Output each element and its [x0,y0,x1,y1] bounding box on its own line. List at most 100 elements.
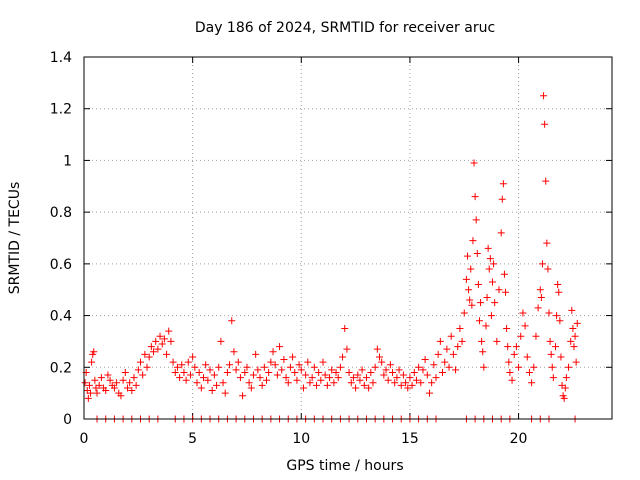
data-point [508,376,516,384]
data-point [195,368,203,376]
data-point [471,193,479,201]
data-point [145,353,153,361]
data-point [540,92,548,100]
data-point [339,353,347,361]
data-point [304,358,312,366]
data-point [395,366,403,374]
data-point [152,337,160,345]
data-point [472,216,480,224]
data-point [386,361,394,369]
data-point [319,358,327,366]
data-point [106,376,114,384]
data-point [362,374,370,382]
data-point [291,368,299,376]
data-point [462,275,470,283]
data-point [249,371,257,379]
y-tick-label: 0.6 [50,257,72,273]
data-point [523,353,531,361]
data-point [369,379,377,387]
data-point [334,374,342,382]
data-point [371,363,379,371]
x-axis-label: GPS time / hours [286,458,403,474]
data-point [332,368,340,376]
data-point [504,343,512,351]
data-point [557,353,565,361]
data-point [486,255,494,263]
data-point [232,366,240,374]
y-tick-label: 0.4 [50,309,72,325]
data-point [549,374,557,382]
data-point [239,392,247,400]
data-point [469,237,477,245]
data-point [293,376,301,384]
data-point [128,387,136,395]
data-point [343,345,351,353]
data-point [328,366,336,374]
data-point [439,368,447,376]
y-tick-label: 1.4 [50,50,72,66]
data-point [110,384,118,392]
data-point [543,239,551,247]
data-point [219,379,227,387]
data-point [419,366,427,374]
data-point [206,366,214,374]
data-point [479,348,487,356]
data-point [530,363,538,371]
data-point [491,299,499,307]
data-point [360,381,368,389]
data-point [554,281,562,289]
data-point [468,301,476,309]
data-point [466,296,474,304]
data-point [573,319,581,327]
data-point [553,312,561,320]
data-point [404,384,412,392]
data-point [421,356,429,364]
data-point [88,358,96,366]
data-point [121,368,129,376]
data-point [449,350,457,358]
data-point [562,374,570,382]
data-point [90,348,98,356]
data-point [134,366,142,374]
data-point [569,325,577,332]
data-point [447,332,455,340]
data-point [571,332,579,340]
data-point [356,376,364,384]
data-point [104,371,112,379]
data-point [184,358,192,366]
data-point [410,368,418,376]
data-point [154,345,162,353]
data-point [482,322,490,330]
data-point [568,306,576,314]
data-point [297,366,305,374]
data-point [430,361,438,369]
data-point [200,374,208,382]
data-point [537,293,545,301]
data-point [258,381,266,389]
data-point [477,299,485,307]
data-point [81,379,89,387]
data-point [480,363,488,371]
data-point [487,312,495,320]
data-point [352,384,360,392]
data-point [273,371,281,379]
data-point [234,358,242,366]
data-point [408,381,416,389]
data-point [436,337,444,345]
data-point [295,361,303,369]
data-point [378,358,386,366]
x-tick-label: 20 [510,431,528,447]
data-point [284,379,292,387]
data-point [454,343,462,351]
data-point [299,384,307,392]
data-point [173,363,181,371]
data-point [532,332,540,340]
data-point [517,332,525,340]
data-point [95,381,103,389]
data-point [312,381,320,389]
data-point [254,366,262,374]
data-point [488,278,496,286]
data-point [243,363,251,371]
data-point [102,387,110,395]
data-point [458,337,466,345]
